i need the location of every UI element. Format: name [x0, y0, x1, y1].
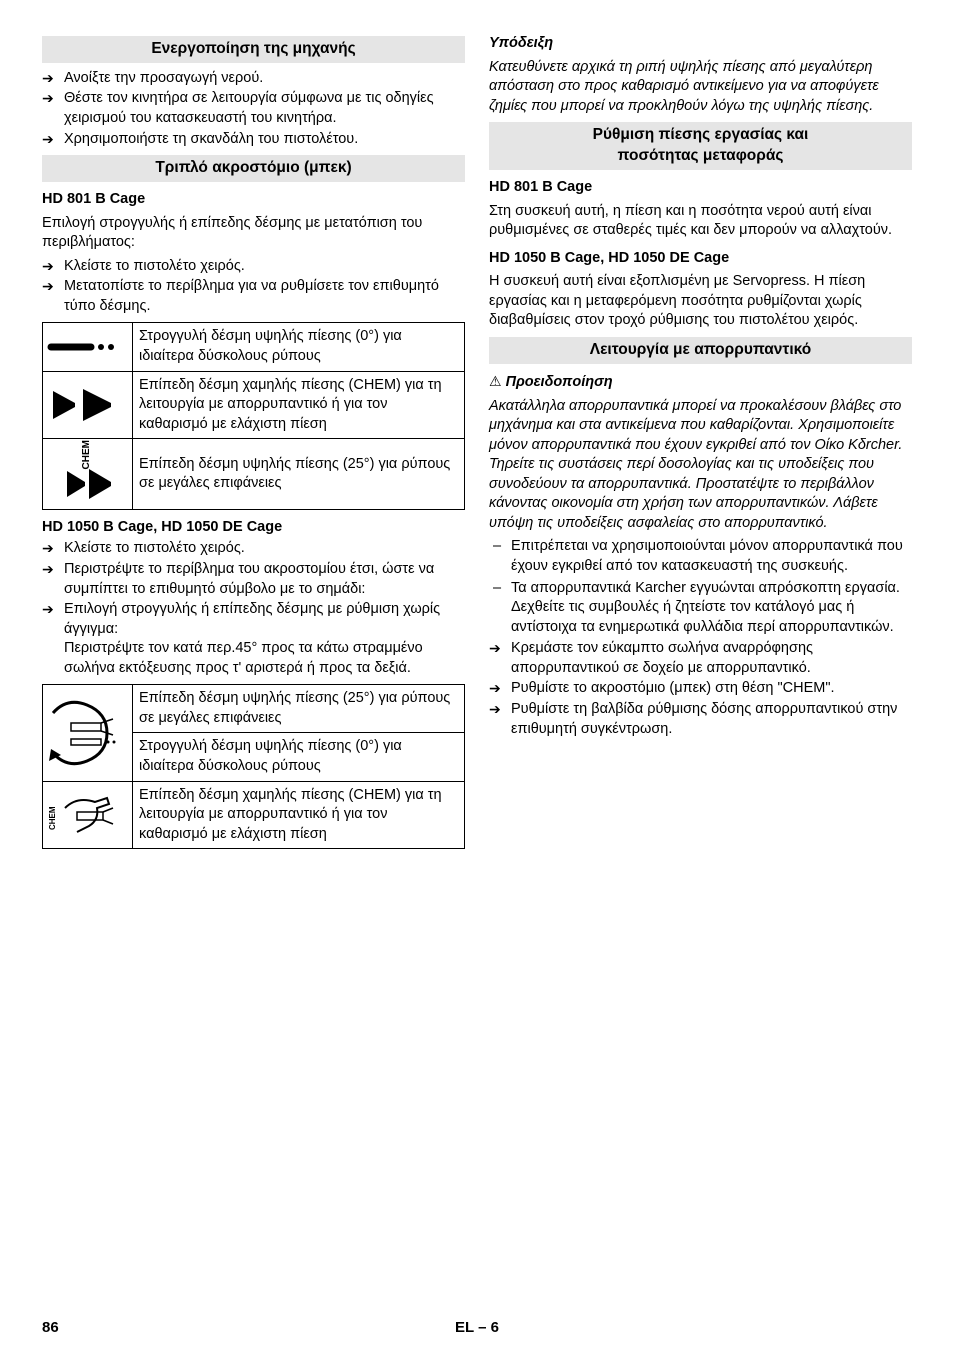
flat-jet-low-icon	[43, 371, 133, 439]
heading-activate: Ενεργοποίηση της μηχανής	[42, 36, 465, 63]
list-item: Κρεμάστε τον εύκαμπτο σωλήνα αναρρόφησης…	[489, 639, 912, 678]
heading-nozzle: Τριπλό ακροστόμιο (μπεκ)	[42, 155, 465, 182]
page-center: EL – 6	[42, 1318, 912, 1338]
subhead-hd801-r: HD 801 B Cage	[489, 178, 912, 198]
svg-text:CHEM: CHEM	[48, 806, 57, 830]
list-item: Ρυθμίστε τη βαλβίδα ρύθμισης δόσης απορρ…	[489, 700, 912, 739]
table-cell: Στρογγυλή δέσμη υψηλής πίεσης (0°) για ι…	[133, 323, 465, 371]
list-item: Κλείστε το πιστολέτο χειρός.	[42, 257, 465, 277]
subhead-hd1050-r: HD 1050 B Cage, HD 1050 DE Cage	[489, 249, 912, 269]
heading-pressure: Ρύθμιση πίεσης εργασίας και ποσότητας με…	[489, 122, 912, 170]
list-item: Κλείστε το πιστολέτο χειρός.	[42, 539, 465, 559]
para: Στη συσκευή αυτή, η πίεση και η ποσότητα…	[489, 202, 912, 241]
list-item: Ανοίξτε την προσαγωγή νερού.	[42, 69, 465, 89]
hint-heading: Υπόδειξη	[489, 34, 912, 54]
warning-icon: ⚠	[489, 373, 502, 389]
table-cell: Επίπεδη δέσμη υψηλής πίεσης (25°) για ρύ…	[133, 439, 465, 510]
list-hd801: Κλείστε το πιστολέτο χειρός. Μετατοπίστε…	[42, 257, 465, 317]
heading-detergent: Λειτουργία με απορρυπαντικό	[489, 337, 912, 364]
list-item: Θέστε τον κινητήρα σε λειτουργία σύμφωνα…	[42, 89, 465, 128]
list-item: Επιτρέπεται να χρησιμοποιούνται μόνον απ…	[489, 537, 912, 576]
subhead-hd1050: HD 1050 B Cage, HD 1050 DE Cage	[42, 518, 465, 538]
warning-heading: ⚠Προειδοποίηση	[489, 372, 912, 393]
nozzle-rotate-icon	[43, 685, 133, 781]
list-hd1050: Κλείστε το πιστολέτο χειρός. Περιστρέψτε…	[42, 539, 465, 678]
detergent-notes: Επιτρέπεται να χρησιμοποιούνται μόνον απ…	[489, 537, 912, 637]
list-item: Τα απορρυπαντικά Karcher εγγυώνται απρόσ…	[489, 579, 912, 638]
heading-line-2: ποσότητας μεταφοράς	[618, 147, 784, 164]
list-item: Περιστρέψτε το περίβλημα του ακροστομίου…	[42, 560, 465, 599]
subhead-hd801: HD 801 B Cage	[42, 190, 465, 210]
flat-jet-high-icon: CHEM	[43, 439, 133, 510]
page-footer: 86 EL – 6	[42, 1318, 912, 1338]
nozzle-chem-icon: CHEM	[43, 781, 133, 849]
table-nozzle-2: Επίπεδη δέσμη υψηλής πίεσης (25°) για ρύ…	[42, 684, 465, 849]
heading-line-1: Ρύθμιση πίεσης εργασίας και	[593, 126, 809, 143]
table-cell: Επίπεδη δέσμη χαμηλής πίεσης (CHEM) για …	[133, 371, 465, 439]
table-cell: Επίπεδη δέσμη χαμηλής πίεσης (CHEM) για …	[133, 781, 465, 849]
list-item: Μετατοπίστε το περίβλημα για να ρυθμίσετ…	[42, 277, 465, 316]
list-item: Επιλογή στρογγυλής ή επίπεδης δέσμης με …	[42, 600, 465, 678]
para: Επιλογή στρογγυλής ή επίπεδης δέσμης με …	[42, 214, 465, 253]
pencil-jet-icon	[43, 323, 133, 371]
detergent-steps: Κρεμάστε τον εύκαμπτο σωλήνα αναρρόφησης…	[489, 639, 912, 739]
list-item: Χρησιμοποιήστε τη σκανδάλη του πιστολέτο…	[42, 130, 465, 150]
para: Η συσκευή αυτή είναι εξοπλισμένη με Serv…	[489, 272, 912, 331]
list-item: Ρυθμίστε το ακροστόμιο (μπεκ) στη θέση "…	[489, 679, 912, 699]
table-cell: Στρογγυλή δέσμη υψηλής πίεσης (0°) για ι…	[133, 733, 465, 781]
table-cell: Επίπεδη δέσμη υψηλής πίεσης (25°) για ρύ…	[133, 685, 465, 733]
warning-body: Ακατάλληλα απορρυπαντικά μπορεί να προκα…	[489, 397, 912, 534]
table-nozzle-1: Στρογγυλή δέσμη υψηλής πίεσης (0°) για ι…	[42, 322, 465, 509]
hint-body: Κατευθύνετε αρχικά τη ριπή υψηλής πίεσης…	[489, 58, 912, 117]
list-activate: Ανοίξτε την προσαγωγή νερού. Θέστε τον κ…	[42, 69, 465, 149]
